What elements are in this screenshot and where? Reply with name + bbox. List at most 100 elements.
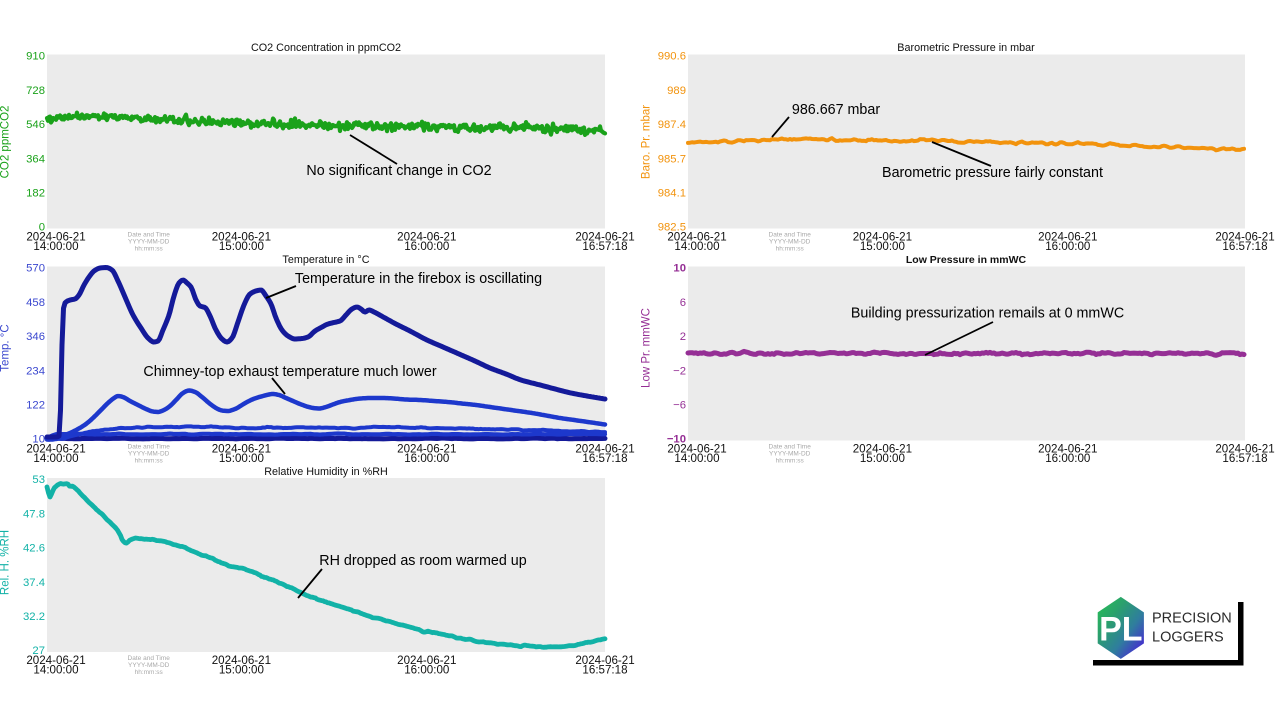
- svg-text:16:57:18: 16:57:18: [582, 452, 627, 465]
- svg-text:Building pressurization remail: Building pressurization remails at 0 mmW…: [851, 306, 1124, 322]
- svg-text:364: 364: [26, 153, 45, 165]
- svg-text:Low Pressure in mmWC: Low Pressure in mmWC: [906, 254, 1027, 266]
- svg-text:YYYY-MM-DD: YYYY-MM-DD: [128, 662, 170, 669]
- svg-text:15:00:00: 15:00:00: [860, 452, 905, 465]
- svg-text:2024-06-21: 2024-06-21: [212, 231, 271, 244]
- svg-text:910: 910: [26, 51, 45, 63]
- svg-text:hh:mm:ss: hh:mm:ss: [776, 245, 805, 252]
- svg-text:−6: −6: [673, 400, 686, 412]
- svg-text:−10: −10: [667, 434, 686, 446]
- svg-text:hh:mm:ss: hh:mm:ss: [776, 457, 805, 464]
- svg-text:16:00:00: 16:00:00: [404, 664, 449, 677]
- svg-text:14:00:00: 14:00:00: [674, 452, 719, 465]
- svg-text:2024-06-21: 2024-06-21: [667, 231, 726, 244]
- svg-text:CO2 Concentration in ppmCO2: CO2 Concentration in ppmCO2: [251, 42, 401, 54]
- svg-text:15:00:00: 15:00:00: [219, 452, 264, 465]
- svg-text:Date and Time: Date and Time: [769, 444, 812, 451]
- svg-text:PL: PL: [1099, 610, 1142, 648]
- svg-text:2024-06-21: 2024-06-21: [853, 443, 912, 456]
- svg-text:PRECISION: PRECISION: [1152, 611, 1232, 627]
- svg-text:2024-06-21: 2024-06-21: [575, 654, 634, 667]
- svg-text:2024-06-21: 2024-06-21: [1215, 231, 1274, 244]
- svg-text:2024-06-21: 2024-06-21: [853, 231, 912, 244]
- svg-text:2024-06-21: 2024-06-21: [1215, 443, 1274, 456]
- svg-text:2024-06-21: 2024-06-21: [26, 443, 85, 456]
- svg-text:Low Pr. mmWC: Low Pr. mmWC: [641, 308, 653, 388]
- svg-text:Temp. °C: Temp. °C: [0, 324, 12, 371]
- svg-text:14:00:00: 14:00:00: [33, 452, 78, 465]
- svg-text:Date and Time: Date and Time: [769, 232, 812, 239]
- svg-text:Baro. Pr. mbar: Baro. Pr. mbar: [641, 105, 653, 179]
- svg-text:−2: −2: [673, 365, 686, 377]
- svg-text:10: 10: [673, 263, 686, 275]
- svg-text:Temperature in the firebox is: Temperature in the firebox is oscillatin…: [295, 271, 542, 287]
- svg-text:16:00:00: 16:00:00: [1045, 452, 1090, 465]
- svg-text:6: 6: [680, 297, 686, 309]
- svg-text:YYYY-MM-DD: YYYY-MM-DD: [769, 451, 811, 458]
- svg-text:570: 570: [26, 263, 45, 275]
- svg-text:2024-06-21: 2024-06-21: [212, 654, 271, 667]
- svg-text:14:00:00: 14:00:00: [33, 664, 78, 677]
- svg-text:15:00:00: 15:00:00: [860, 240, 905, 253]
- svg-text:hh:mm:ss: hh:mm:ss: [135, 669, 164, 676]
- svg-text:14:00:00: 14:00:00: [33, 240, 78, 253]
- svg-text:182: 182: [26, 188, 45, 200]
- svg-text:hh:mm:ss: hh:mm:ss: [135, 457, 164, 464]
- svg-text:16:57:18: 16:57:18: [582, 664, 627, 677]
- svg-text:990.6: 990.6: [658, 51, 686, 63]
- svg-text:16:57:18: 16:57:18: [1222, 452, 1267, 465]
- svg-text:346: 346: [26, 331, 45, 343]
- svg-text:No significant change in CO2: No significant change in CO2: [306, 163, 491, 179]
- svg-text:234: 234: [26, 365, 45, 377]
- svg-text:15:00:00: 15:00:00: [219, 240, 264, 253]
- svg-text:32.2: 32.2: [23, 611, 45, 623]
- svg-text:10: 10: [32, 434, 45, 446]
- svg-text:122: 122: [26, 400, 45, 412]
- svg-text:YYYY-MM-DD: YYYY-MM-DD: [128, 239, 170, 246]
- svg-text:2024-06-21: 2024-06-21: [397, 443, 456, 456]
- svg-text:546: 546: [26, 119, 45, 131]
- svg-text:989: 989: [667, 85, 686, 97]
- svg-text:986.667 mbar: 986.667 mbar: [792, 102, 880, 118]
- svg-text:987.4: 987.4: [658, 119, 686, 131]
- svg-text:Temperature in °C: Temperature in °C: [282, 254, 369, 266]
- svg-text:2024-06-21: 2024-06-21: [575, 443, 634, 456]
- svg-text:42.6: 42.6: [23, 543, 45, 555]
- svg-text:Barometric Pressure in mbar: Barometric Pressure in mbar: [897, 42, 1035, 54]
- svg-text:2024-06-21: 2024-06-21: [575, 231, 634, 244]
- svg-text:2024-06-21: 2024-06-21: [26, 231, 85, 244]
- svg-text:985.7: 985.7: [658, 153, 686, 165]
- svg-text:LOGGERS: LOGGERS: [1152, 630, 1224, 646]
- svg-text:47.8: 47.8: [23, 508, 45, 520]
- svg-text:14:00:00: 14:00:00: [674, 240, 719, 253]
- svg-text:16:00:00: 16:00:00: [1045, 240, 1090, 253]
- svg-text:984.1: 984.1: [658, 188, 686, 200]
- svg-text:2024-06-21: 2024-06-21: [397, 654, 456, 667]
- svg-text:16:57:18: 16:57:18: [582, 240, 627, 253]
- svg-text:2024-06-21: 2024-06-21: [1038, 231, 1097, 244]
- svg-text:Date and Time: Date and Time: [128, 232, 171, 239]
- svg-text:37.4: 37.4: [23, 577, 45, 589]
- svg-text:YYYY-MM-DD: YYYY-MM-DD: [769, 239, 811, 246]
- svg-text:16:00:00: 16:00:00: [404, 452, 449, 465]
- svg-text:Barometric pressure fairly con: Barometric pressure fairly constant: [882, 165, 1103, 181]
- svg-text:27: 27: [32, 645, 45, 657]
- svg-text:0: 0: [39, 222, 45, 234]
- svg-text:Chimney-top exhaust temperatur: Chimney-top exhaust temperature much low…: [143, 364, 436, 380]
- svg-text:728: 728: [26, 85, 45, 97]
- svg-text:CO2 ppmCO2: CO2 ppmCO2: [0, 106, 12, 179]
- svg-text:982.5: 982.5: [658, 222, 686, 234]
- svg-text:458: 458: [26, 297, 45, 309]
- svg-text:2024-06-21: 2024-06-21: [667, 443, 726, 456]
- svg-text:2024-06-21: 2024-06-21: [212, 443, 271, 456]
- svg-text:Relative Humidity in %RH: Relative Humidity in %RH: [264, 466, 388, 478]
- svg-text:RH dropped as room warmed up: RH dropped as room warmed up: [319, 553, 526, 569]
- svg-text:15:00:00: 15:00:00: [219, 664, 264, 677]
- svg-text:Date and Time: Date and Time: [128, 444, 171, 451]
- svg-text:16:00:00: 16:00:00: [404, 240, 449, 253]
- svg-text:2024-06-21: 2024-06-21: [1038, 443, 1097, 456]
- svg-text:2: 2: [680, 331, 686, 343]
- svg-text:Date and Time: Date and Time: [128, 655, 171, 662]
- svg-text:hh:mm:ss: hh:mm:ss: [135, 245, 164, 252]
- svg-text:16:57:18: 16:57:18: [1222, 240, 1267, 253]
